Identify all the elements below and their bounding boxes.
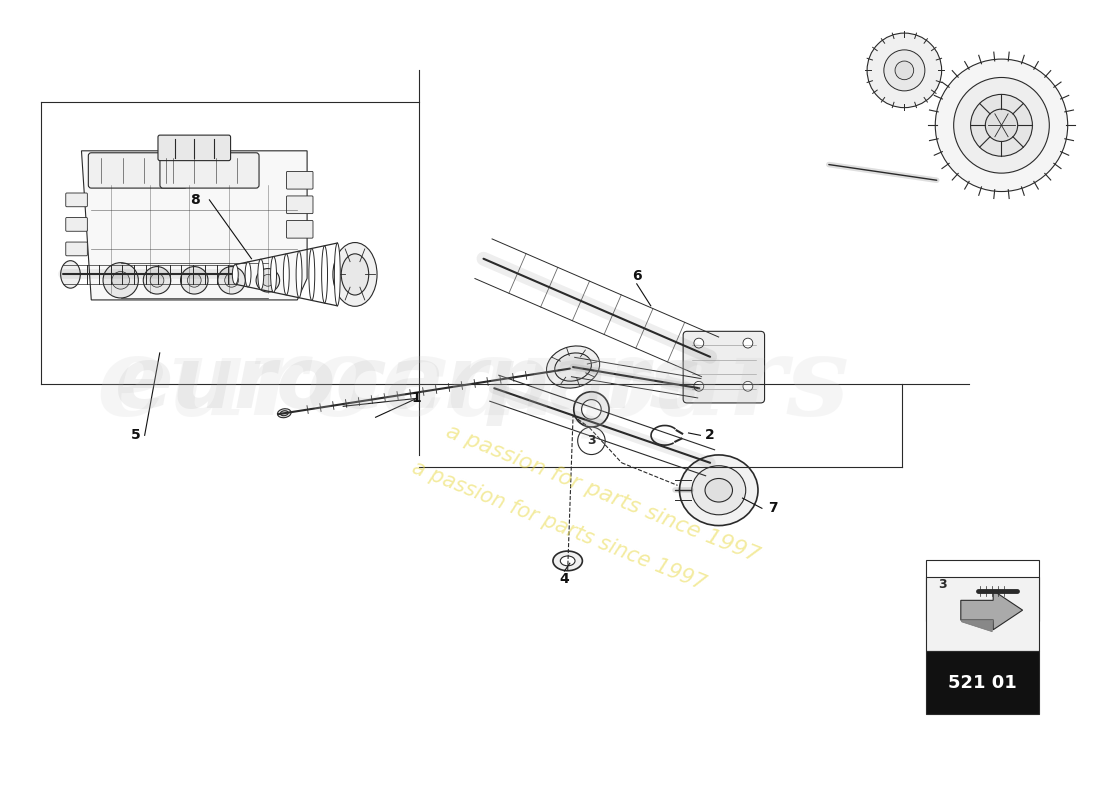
Circle shape	[970, 94, 1033, 156]
Circle shape	[895, 61, 914, 80]
FancyBboxPatch shape	[286, 196, 313, 214]
Ellipse shape	[334, 243, 340, 306]
Text: 6: 6	[631, 269, 641, 283]
Text: 8: 8	[190, 193, 200, 207]
Ellipse shape	[554, 353, 592, 381]
Circle shape	[262, 274, 274, 286]
Circle shape	[256, 269, 279, 292]
FancyBboxPatch shape	[683, 331, 764, 403]
Circle shape	[986, 109, 1018, 142]
Bar	[926, 651, 1040, 714]
FancyBboxPatch shape	[66, 242, 87, 256]
Ellipse shape	[271, 257, 276, 292]
Ellipse shape	[680, 455, 758, 526]
Ellipse shape	[277, 409, 292, 418]
Circle shape	[150, 274, 164, 287]
Ellipse shape	[341, 254, 368, 295]
Circle shape	[578, 427, 605, 454]
Circle shape	[867, 33, 942, 108]
Text: 2: 2	[705, 428, 715, 442]
Ellipse shape	[705, 478, 733, 502]
Circle shape	[187, 274, 201, 287]
Ellipse shape	[333, 242, 377, 306]
Polygon shape	[960, 620, 993, 632]
Ellipse shape	[60, 261, 80, 288]
Text: 3: 3	[587, 434, 596, 447]
Circle shape	[954, 78, 1049, 173]
Circle shape	[143, 266, 170, 294]
Circle shape	[180, 266, 208, 294]
Circle shape	[935, 59, 1068, 191]
FancyBboxPatch shape	[286, 171, 313, 189]
Ellipse shape	[284, 254, 289, 295]
Polygon shape	[960, 590, 1023, 630]
Ellipse shape	[1011, 582, 1023, 599]
Ellipse shape	[692, 466, 746, 514]
Circle shape	[884, 50, 925, 91]
Ellipse shape	[560, 556, 575, 566]
Ellipse shape	[245, 262, 251, 287]
Ellipse shape	[232, 265, 239, 284]
FancyBboxPatch shape	[66, 218, 87, 231]
Circle shape	[103, 262, 139, 298]
Text: eurocarpars: eurocarpars	[96, 330, 849, 438]
Ellipse shape	[309, 249, 315, 301]
Text: 1: 1	[411, 391, 421, 406]
FancyBboxPatch shape	[160, 153, 258, 188]
Text: 4: 4	[560, 572, 570, 586]
FancyBboxPatch shape	[158, 135, 231, 161]
Ellipse shape	[321, 246, 328, 303]
Circle shape	[694, 382, 704, 391]
Polygon shape	[81, 151, 307, 300]
Text: 7: 7	[768, 502, 778, 515]
FancyBboxPatch shape	[286, 221, 313, 238]
Bar	[926, 577, 1040, 651]
Text: 3: 3	[937, 578, 946, 591]
Circle shape	[224, 274, 239, 287]
FancyBboxPatch shape	[88, 153, 187, 188]
Text: 5: 5	[131, 428, 141, 442]
Text: eurocarpars: eurocarpars	[114, 343, 701, 426]
Ellipse shape	[296, 251, 303, 298]
Bar	[926, 560, 1040, 622]
Ellipse shape	[280, 410, 288, 416]
Ellipse shape	[257, 259, 264, 290]
Circle shape	[742, 382, 752, 391]
Text: a passion for parts since 1997: a passion for parts since 1997	[409, 458, 708, 594]
Circle shape	[694, 338, 704, 348]
Circle shape	[112, 271, 130, 289]
Circle shape	[218, 266, 245, 294]
FancyBboxPatch shape	[66, 193, 87, 206]
Circle shape	[582, 400, 602, 419]
Text: 521 01: 521 01	[948, 674, 1018, 691]
Circle shape	[742, 338, 752, 348]
Text: a passion for parts since 1997: a passion for parts since 1997	[442, 422, 762, 566]
Ellipse shape	[553, 551, 582, 570]
Circle shape	[574, 392, 609, 427]
Ellipse shape	[547, 346, 600, 388]
